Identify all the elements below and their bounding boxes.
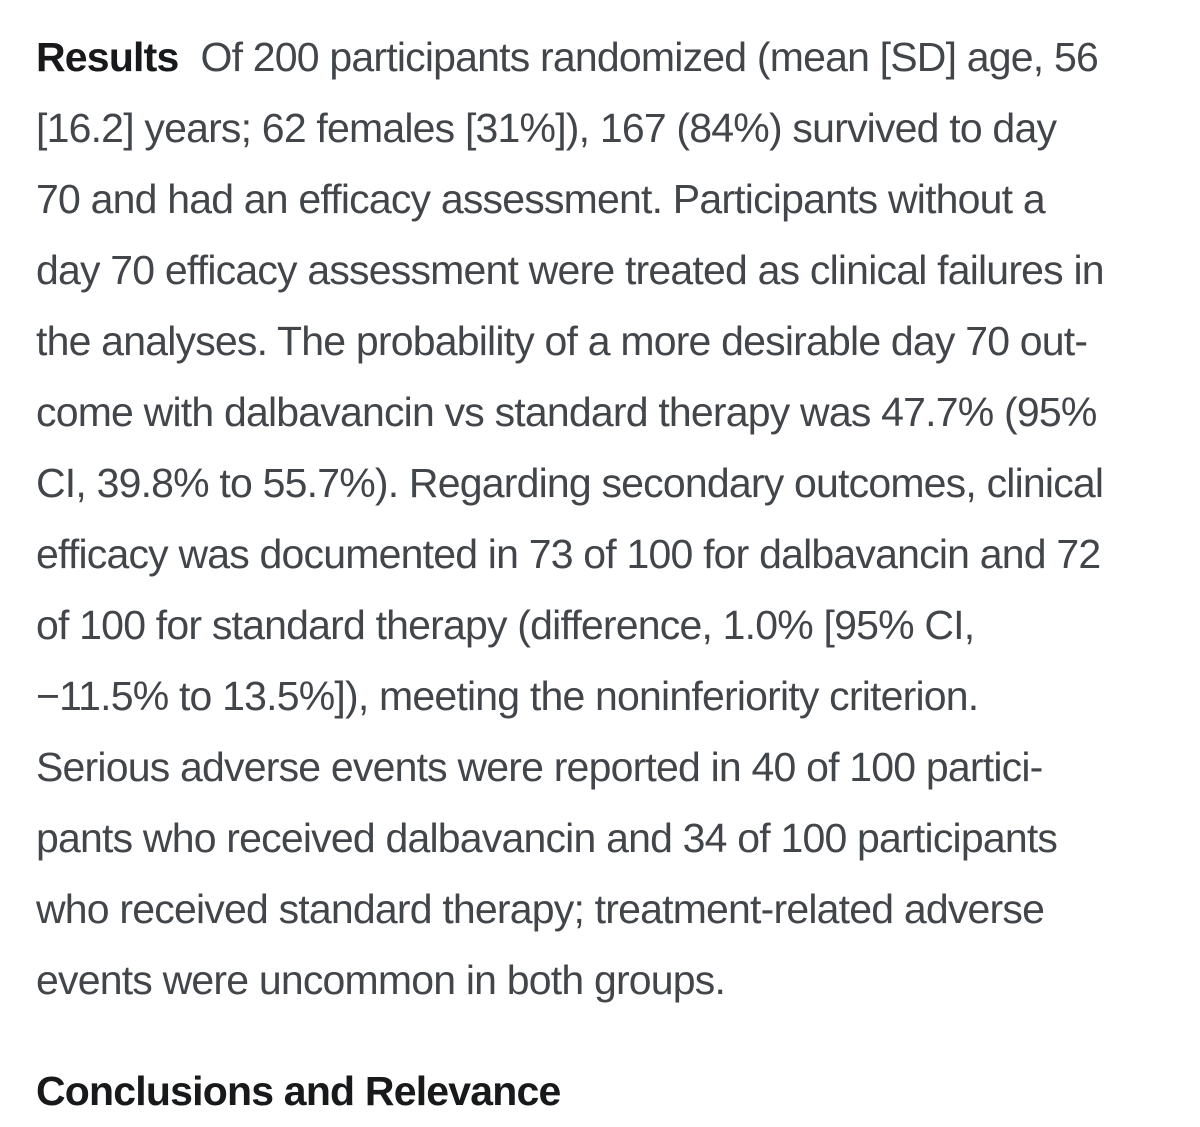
results-line: 70 and had an efficacy assessment. Parti… [36, 176, 1046, 222]
results-line: the analyses. The probability of a more … [36, 318, 1088, 364]
results-line: [16.2] years; 62 females [31%]), 167 (84… [36, 105, 1057, 151]
results-line: pants who received dalbavancin and 34 of… [36, 815, 1058, 861]
results-line: day 70 efficacy assessment were treated … [36, 247, 1105, 293]
results-line: who received standard therapy; treatment… [36, 886, 1045, 932]
results-line: of 100 for standard therapy (difference,… [36, 602, 975, 648]
results-line: Results Of 200 participants randomized (m… [36, 22, 1182, 93]
conclusions-line: Conclusions and Relevance [36, 1056, 1182, 1127]
results-line: CI, 39.8% to 55.7%). Regarding secondary… [36, 460, 1104, 506]
conclusions-section-label: Conclusions and Relevance [36, 1068, 561, 1114]
results-section-label: Results [36, 34, 179, 80]
results-text: Of 200 participants randomized (mean [SD… [200, 34, 1099, 80]
results-section: Results Of 200 participants randomized (m… [36, 22, 1182, 1016]
conclusions-section-partial: Conclusions and Relevance [36, 1056, 1182, 1127]
abstract-viewer: { "page": { "background": "#ffffff", "bo… [36, 34, 1105, 1114]
results-line: come with dalbavancin vs standard therap… [36, 389, 1097, 435]
results-line: Serious adverse events were reported in … [36, 744, 1043, 790]
results-line: efficacy was documented in 73 of 100 for… [36, 531, 1101, 577]
results-line: −11.5% to 13.5%]), meeting the noninferi… [36, 673, 979, 719]
results-line: events were uncommon in both groups. [36, 957, 726, 1003]
